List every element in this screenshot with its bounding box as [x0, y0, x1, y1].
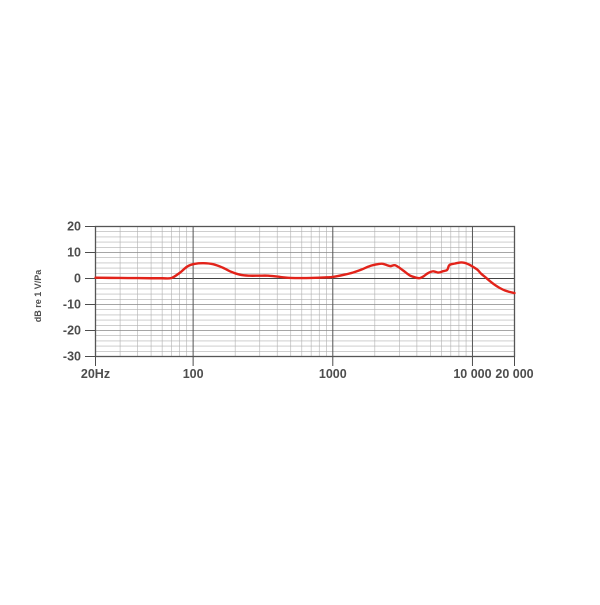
svg-text:10: 10	[67, 246, 81, 260]
svg-text:-30: -30	[63, 350, 81, 364]
svg-text:-20: -20	[63, 324, 81, 338]
svg-text:1000: 1000	[319, 367, 347, 381]
svg-text:20Hz: 20Hz	[81, 367, 110, 381]
svg-text:0: 0	[74, 272, 81, 286]
svg-text:dB re 1 V/Pa: dB re 1 V/Pa	[33, 269, 43, 323]
svg-text:100: 100	[183, 367, 204, 381]
svg-text:-10: -10	[63, 298, 81, 312]
svg-text:20: 20	[67, 220, 81, 234]
svg-text:10 000: 10 000	[453, 367, 491, 381]
svg-text:20 000: 20 000	[495, 367, 533, 381]
